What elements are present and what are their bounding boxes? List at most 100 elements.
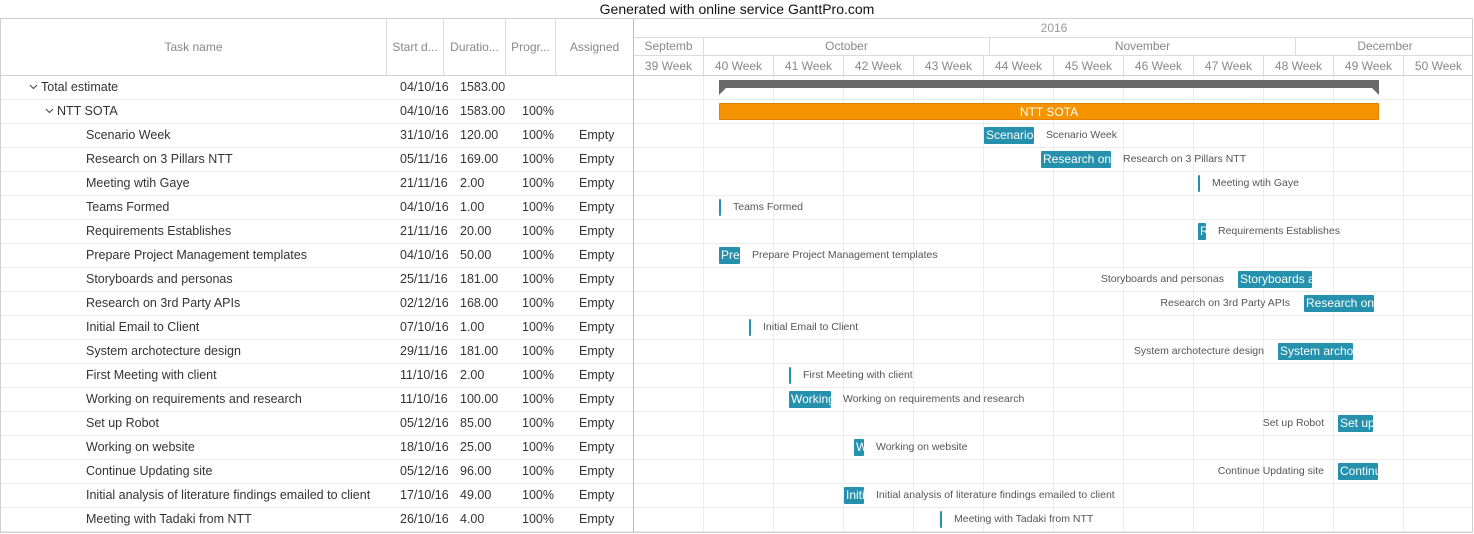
column-header-duration[interactable]: Duratio...: [444, 19, 506, 76]
task-start: 29/11/16: [400, 344, 448, 358]
grid-line: [634, 363, 1472, 364]
task-progress: 100%: [522, 488, 554, 502]
task-row[interactable]: System archotecture design 29/11/16 181.00…: [1, 340, 633, 364]
task-row[interactable]: Teams Formed 04/10/16 1.00 100% Empty: [1, 196, 633, 220]
task-progress: 100%: [522, 272, 554, 286]
task-row[interactable]: First Meeting with client 11/10/16 2.00 100…: [1, 364, 633, 388]
task-row[interactable]: Set up Robot 05/12/16 85.00 100% Empty: [1, 412, 633, 436]
chevron-down-icon[interactable]: [43, 100, 55, 123]
grid-line: [773, 76, 774, 532]
task-name: First Meeting with client: [86, 368, 217, 382]
timeline-month: December: [1296, 37, 1472, 56]
timeline-month: Septemb: [634, 37, 704, 56]
task-bar[interactable]: Research on 3 Pillars NTT: [1041, 151, 1111, 168]
task-name: Continue Updating site: [86, 464, 213, 478]
chevron-down-icon[interactable]: [27, 76, 39, 99]
task-row[interactable]: Research on 3rd Party APIs 02/12/16 168.00…: [1, 292, 633, 316]
task-bar[interactable]: Initial analysis of literature findings …: [844, 487, 864, 504]
task-bar[interactable]: Storyboards and personas: [1238, 271, 1312, 288]
task-assigned: Empty: [579, 296, 615, 310]
grid-line: [634, 483, 1472, 484]
column-header-assigned[interactable]: Assigned: [556, 19, 633, 76]
task-start: 05/12/16: [400, 464, 449, 478]
grid-line: [634, 291, 1472, 292]
timeline-month: November: [990, 37, 1296, 56]
task-bar[interactable]: Set up Robot: [1338, 415, 1373, 432]
task-row[interactable]: Total estimate 04/10/16 1583.00: [1, 76, 633, 100]
task-assigned: Empty: [579, 464, 615, 478]
grid-line: [634, 531, 1472, 532]
task-bar[interactable]: Prepare Project Management templates: [719, 247, 740, 264]
task-row[interactable]: Storyboards and personas 25/11/16 181.00 10…: [1, 268, 633, 292]
task-assigned: [579, 100, 629, 123]
grid-line: [983, 76, 984, 532]
task-progress: 100%: [522, 416, 554, 430]
grid-line: [703, 76, 704, 532]
grid-line: [913, 76, 914, 532]
timeline-week: 50 Week: [1404, 56, 1472, 76]
task-start: 31/10/16: [400, 128, 449, 142]
task-start: 25/11/16: [400, 272, 448, 286]
task-row[interactable]: Initial Email to Client 07/10/16 1.00 100% E…: [1, 316, 633, 340]
task-bar[interactable]: System archotecture design: [1278, 343, 1353, 360]
task-bar[interactable]: Working on requirements and research: [789, 391, 831, 408]
task-name: Working on website: [86, 440, 195, 454]
task-row[interactable]: NTT SOTA 04/10/16 1583.00 100%: [1, 100, 633, 124]
task-assigned: Empty: [579, 416, 615, 430]
grid-line: [634, 171, 1472, 172]
task-assigned: Empty: [579, 224, 615, 238]
task-bar[interactable]: [1198, 175, 1200, 192]
task-row[interactable]: Requirements Establishes 21/11/16 20.00 100…: [1, 220, 633, 244]
task-row[interactable]: Meeting with Tadaki from NTT 26/10/16 4.00…: [1, 508, 633, 532]
task-name: Scenario Week: [86, 128, 171, 142]
task-start: 11/10/16: [400, 368, 448, 382]
task-bar-label: Teams Formed: [733, 201, 804, 213]
task-row[interactable]: Continue Updating site 05/12/16 96.00 100% E…: [1, 460, 633, 484]
task-row[interactable]: Research on 3 Pillars NTT 05/11/16 169.00 1…: [1, 148, 633, 172]
summary-bar[interactable]: [719, 80, 1379, 88]
task-bar-label: Continue Updating site: [1217, 465, 1324, 477]
task-name: Research on 3rd Party APIs: [86, 296, 241, 310]
task-progress: 100%: [522, 176, 554, 190]
task-assigned: Empty: [579, 512, 615, 526]
task-row[interactable]: Scenario Week 31/10/16 120.00 100% Empty: [1, 124, 633, 148]
column-header-task-name[interactable]: Task name: [1, 19, 387, 76]
task-bar[interactable]: [789, 367, 791, 384]
summary-bar-end-tip: [1372, 88, 1379, 95]
task-name: Prepare Project Management templates: [86, 248, 307, 262]
task-progress: 100%: [522, 296, 554, 310]
task-bar-label: System archotecture design: [1133, 345, 1264, 357]
task-start: 05/11/16: [400, 152, 448, 166]
task-bar[interactable]: Working on website: [854, 439, 864, 456]
task-bar[interactable]: [940, 511, 942, 528]
task-bar[interactable]: [749, 319, 751, 336]
task-row[interactable]: Prepare Project Management templates 04/1…: [1, 244, 633, 268]
task-name: Initial Email to Client: [86, 320, 200, 334]
task-progress: 100%: [522, 440, 554, 454]
timeline-week: 45 Week: [1054, 56, 1124, 76]
grid-line: [634, 147, 1472, 148]
task-bar[interactable]: Requirements Establishes: [1198, 223, 1206, 240]
task-duration: 1583.00: [460, 80, 506, 94]
task-assigned: Empty: [579, 128, 615, 142]
task-bar[interactable]: [719, 199, 721, 216]
task-duration: 49.00: [460, 488, 492, 502]
task-bar[interactable]: Research on 3rd Party APIs: [1304, 295, 1374, 312]
task-bar[interactable]: Scenario Week: [984, 127, 1034, 144]
gantt-frame: Task name Start d... Duratio... Progr...…: [0, 18, 1473, 533]
column-header-start[interactable]: Start d...: [387, 19, 444, 76]
grid-line: [634, 435, 1472, 436]
task-row[interactable]: Meeting wtih Gaye 21/11/16 2.00 100% Empty: [1, 172, 633, 196]
column-header-progress[interactable]: Progr...: [506, 19, 556, 76]
task-duration: 2.00: [460, 176, 485, 190]
task-assigned: Empty: [579, 320, 615, 334]
task-row[interactable]: Initial analysis of literature findings …: [1, 484, 633, 508]
task-bar[interactable]: Continue Updating site: [1338, 463, 1378, 480]
task-row[interactable]: Working on requirements and research 11/1…: [1, 388, 633, 412]
grid-line: [634, 339, 1472, 340]
task-row[interactable]: Working on website 18/10/16 25.00 100% Empty: [1, 436, 633, 460]
task-start: 05/12/16: [400, 416, 449, 430]
project-bar[interactable]: NTT SOTA: [719, 103, 1379, 120]
task-start: 21/11/16: [400, 224, 448, 238]
task-progress: 100%: [522, 104, 554, 118]
